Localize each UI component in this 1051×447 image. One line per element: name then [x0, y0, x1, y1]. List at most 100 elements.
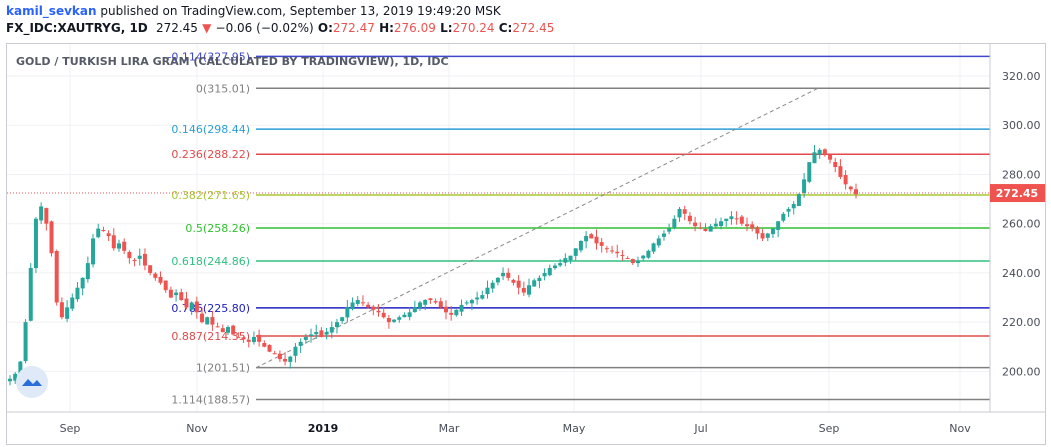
candle-body [495, 277, 500, 283]
candle-body [329, 327, 334, 333]
candle-body [490, 282, 495, 289]
candle-body [713, 223, 718, 227]
candle-body [334, 322, 339, 328]
candle-body [542, 272, 547, 277]
candle-body [610, 250, 615, 252]
last-price: 272.45 [155, 21, 198, 35]
candle-body [153, 273, 158, 278]
close-value: 272.45 [512, 21, 555, 35]
high-value: 276.09 [393, 21, 436, 35]
candle-body [122, 241, 127, 251]
candle-body [65, 307, 70, 319]
candle-body [620, 254, 625, 256]
candle-body [656, 238, 661, 246]
candle-body [641, 255, 646, 259]
time-tick-label: Sep [60, 422, 81, 435]
candle-body [412, 307, 417, 313]
candle-body [573, 248, 578, 256]
candle-body [70, 297, 75, 309]
candle-body [687, 215, 692, 222]
last-price-tag-bg [990, 184, 1045, 203]
symbol-label: FX_IDC:XAUTRYG, 1D [6, 21, 148, 35]
chart-title: GOLD / TURKISH LIRA GRAM (CALCULATED BY … [16, 55, 449, 68]
candle-body [241, 337, 246, 340]
last-price-tag-label: 272.45 [996, 187, 1038, 200]
tradingview-logo-icon[interactable] [16, 366, 48, 398]
candle-body [246, 339, 251, 342]
candle-body [210, 317, 215, 325]
price-tick-label: 220.00 [1002, 316, 1041, 329]
candle-body [236, 336, 241, 338]
candle-body [423, 300, 428, 305]
low-label: L: [440, 21, 453, 35]
candle-body [661, 233, 666, 237]
time-tick-label: Nov [186, 422, 208, 435]
candle-body [812, 152, 817, 164]
candle-body [75, 287, 80, 300]
candle-body [18, 361, 23, 374]
candle-body [293, 346, 298, 356]
fib-level-label: 0.887(214.35) [171, 330, 250, 343]
time-axis[interactable]: Sep Nov 2019 Mar May Jul Sep Nov [60, 422, 972, 435]
last-price-tag: 272.45 [990, 184, 1045, 203]
candle-body [511, 279, 516, 283]
candle-body [345, 307, 350, 318]
candle-body [693, 222, 698, 227]
candle-body [770, 228, 775, 235]
fib-level-label: 0.5(258.26) [185, 222, 250, 235]
candle-body [80, 277, 85, 289]
candle-body [454, 309, 459, 316]
candle-body [13, 373, 18, 381]
candle-body [796, 194, 801, 206]
candle-body [220, 328, 225, 332]
candle-body [807, 162, 812, 182]
candle-body [272, 353, 277, 355]
candle-body [464, 302, 469, 304]
candle-body [578, 240, 583, 251]
candle-body [39, 206, 44, 221]
candle-body [360, 302, 365, 304]
price-axis[interactable]: 320.00 300.00 280.00 260.00 240.00 220.00 200.… [1002, 70, 1041, 378]
candle-body [96, 228, 101, 238]
candle-body [386, 317, 391, 323]
candle-body [366, 304, 371, 308]
candle-body [350, 302, 355, 310]
candle-body [267, 344, 272, 352]
candle-body [298, 341, 303, 346]
candle-body [469, 300, 474, 304]
candle-body [532, 280, 537, 287]
chart-frame[interactable] [6, 43, 1046, 445]
candle-body [376, 310, 381, 313]
candle-body [552, 265, 557, 269]
price-tick-label: 260.00 [1002, 218, 1041, 231]
candle-body [418, 302, 423, 308]
candle-body [381, 312, 386, 318]
candle-body [225, 327, 230, 333]
author-link[interactable]: kamil_sevkan [6, 4, 97, 18]
candle-body [106, 233, 111, 236]
candle-body [802, 179, 807, 193]
candle-body [340, 317, 345, 322]
candle-body [667, 228, 672, 232]
candle-body [205, 317, 210, 325]
candle-body [630, 259, 635, 264]
candle-body [558, 263, 563, 266]
open-value: 272.47 [332, 21, 375, 35]
candle-body [288, 356, 293, 362]
candle-body [449, 312, 454, 315]
candle-body [168, 289, 173, 298]
candle-body [319, 330, 324, 337]
candle-body [137, 255, 142, 259]
candle-body [765, 233, 770, 238]
candle-body [651, 243, 656, 252]
high-label: H: [379, 21, 394, 35]
candle-body [23, 322, 28, 362]
candle-body [776, 221, 781, 230]
candle-body [568, 255, 573, 261]
candle-body [85, 263, 90, 280]
candle-body [475, 297, 480, 300]
fibonacci-levels: -0.114(327.95) 0(315.01) 0.146(298.44) 0.23… [167, 50, 990, 407]
close-label: C: [498, 21, 513, 35]
candle-body [158, 276, 163, 283]
